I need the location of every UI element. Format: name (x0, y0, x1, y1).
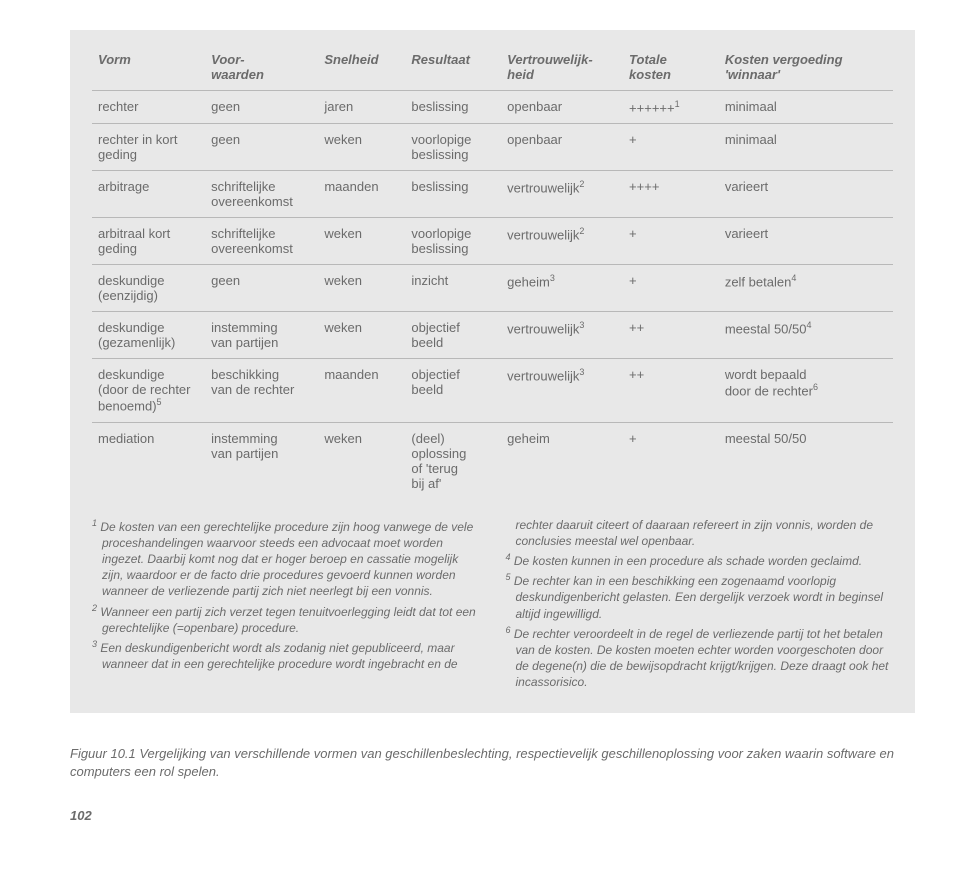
table-cell: geheim (501, 422, 623, 499)
table-cell: rechter (92, 91, 205, 124)
th-resultaat: Resultaat (405, 48, 501, 91)
footnote-5: 5 De rechter kan in een beschikking een … (506, 571, 894, 622)
table-cell: weken (318, 124, 405, 171)
table-cell: meestal 50/50 (719, 422, 893, 499)
table-cell: deskundige(door de rechterbenoemd)5 (92, 359, 205, 422)
page-number: 102 (70, 808, 915, 823)
th-snelheid: Snelheid (318, 48, 405, 91)
table-cell: zelf betalen4 (719, 265, 893, 312)
footnotes: 1 De kosten van een gerechtelijke proced… (92, 517, 893, 691)
footnote-1: 1 De kosten van een gerechtelijke proced… (92, 517, 480, 600)
th-vertrouwelijkheid: Vertrouwelijk-heid (501, 48, 623, 91)
table-cell: objectiefbeeld (405, 312, 501, 359)
table-cell: vertrouwelijk3 (501, 312, 623, 359)
table-cell: maanden (318, 171, 405, 218)
table-cell: arbitraal kortgeding (92, 218, 205, 265)
table-cell: geen (205, 91, 318, 124)
footnote-6: 6 De rechter veroordeelt in de regel de … (506, 624, 894, 691)
table-cell: geen (205, 124, 318, 171)
th-kosten-vergoeding: Kosten vergoeding'winnaar' (719, 48, 893, 91)
table-cell: deskundige(eenzijdig) (92, 265, 205, 312)
table-cell: rechter in kortgeding (92, 124, 205, 171)
table-row: deskundige(gezamenlijk)instemmingvan par… (92, 312, 893, 359)
table-cell: maanden (318, 359, 405, 422)
table-header-row: Vorm Voor-waarden Snelheid Resultaat Ver… (92, 48, 893, 91)
table-cell: geen (205, 265, 318, 312)
table-cell: schriftelijkeovereenkomst (205, 171, 318, 218)
table-cell: vertrouwelijk2 (501, 218, 623, 265)
table-cell: + (623, 218, 719, 265)
th-totale-kosten: Totalekosten (623, 48, 719, 91)
comparison-table: Vorm Voor-waarden Snelheid Resultaat Ver… (92, 48, 893, 499)
table-row: mediationinstemmingvan partijenweken(dee… (92, 422, 893, 499)
table-cell: ++++ (623, 171, 719, 218)
table-cell: schriftelijkeovereenkomst (205, 218, 318, 265)
table-cell: instemmingvan partijen (205, 312, 318, 359)
table-cell: varieert (719, 218, 893, 265)
table-cell: arbitrage (92, 171, 205, 218)
table-cell: vertrouwelijk2 (501, 171, 623, 218)
footnote-4: 4 De kosten kunnen in een procedure als … (506, 551, 894, 569)
table-cell: + (623, 124, 719, 171)
table-row: arbitrageschriftelijkeovereenkomstmaande… (92, 171, 893, 218)
table-cell: instemmingvan partijen (205, 422, 318, 499)
table-cell: beslissing (405, 91, 501, 124)
table-cell: ++++++1 (623, 91, 719, 124)
table-cell: + (623, 422, 719, 499)
table-cell: geheim3 (501, 265, 623, 312)
table-cell: voorlopigebeslissing (405, 124, 501, 171)
table-cell: weken (318, 218, 405, 265)
th-vorm: Vorm (92, 48, 205, 91)
table-cell: (deel)oplossingof 'terugbij af' (405, 422, 501, 499)
table-row: arbitraal kortgedingschriftelijkeovereen… (92, 218, 893, 265)
table-cell: vertrouwelijk3 (501, 359, 623, 422)
table-row: rechter in kortgedinggeenwekenvoorlopige… (92, 124, 893, 171)
table-cell: minimaal (719, 91, 893, 124)
th-voorwaarden: Voor-waarden (205, 48, 318, 91)
footnote-2: 2 Wanneer een partij zich verzet tegen t… (92, 602, 480, 636)
table-cell: deskundige(gezamenlijk) (92, 312, 205, 359)
table-cell: mediation (92, 422, 205, 499)
table-cell: ++ (623, 312, 719, 359)
table-row: deskundige(eenzijdig)geenwekeninzichtgeh… (92, 265, 893, 312)
table-cell: openbaar (501, 91, 623, 124)
table-cell: inzicht (405, 265, 501, 312)
table-cell: weken (318, 265, 405, 312)
table-row: rechtergeenjarenbeslissingopenbaar++++++… (92, 91, 893, 124)
table-row: deskundige(door de rechterbenoemd)5besch… (92, 359, 893, 422)
table-cell: wordt bepaalddoor de rechter6 (719, 359, 893, 422)
table-cell: varieert (719, 171, 893, 218)
table-cell: voorlopigebeslissing (405, 218, 501, 265)
table-cell: ++ (623, 359, 719, 422)
table-cell: jaren (318, 91, 405, 124)
table-cell: openbaar (501, 124, 623, 171)
table-cell: beslissing (405, 171, 501, 218)
table-cell: meestal 50/504 (719, 312, 893, 359)
table-cell: weken (318, 422, 405, 499)
comparison-table-block: Vorm Voor-waarden Snelheid Resultaat Ver… (70, 30, 915, 713)
table-cell: minimaal (719, 124, 893, 171)
table-cell: weken (318, 312, 405, 359)
table-cell: + (623, 265, 719, 312)
figure-caption: Figuur 10.1 Vergelijking van verschillen… (70, 745, 915, 783)
table-cell: beschikkingvan de rechter (205, 359, 318, 422)
table-cell: objectiefbeeld (405, 359, 501, 422)
